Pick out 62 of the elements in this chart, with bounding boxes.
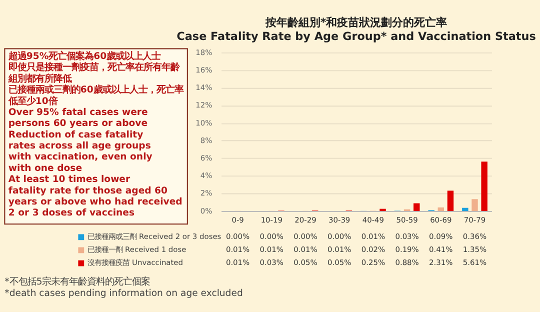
x-tick-label: 10-19 — [260, 216, 283, 225]
data-label: 0.00% — [294, 232, 318, 242]
y-tick-label: 18% — [196, 48, 212, 57]
bar — [414, 203, 420, 212]
x-tick-label: 60-69 — [430, 216, 452, 225]
data-label: 1.35% — [462, 245, 487, 254]
data-label: 0.03% — [260, 258, 284, 268]
bar — [438, 207, 444, 212]
legend-label: 已接種一劑 Received 1 dose — [88, 245, 187, 254]
legend-label: 已接種兩或三劑 Received 2 or 3 doses — [88, 232, 222, 242]
bar — [447, 190, 454, 212]
chart-title: 按年齡組別*和疫苗狀況劃分的死亡率 — [264, 16, 448, 29]
data-label: 0.05% — [294, 258, 318, 268]
text: 已接種兩或三劑的60歲或以上人士，死亡率低至少10倍 — [7, 84, 184, 107]
x-tick-label: 30-39 — [328, 216, 350, 225]
data-label: 0.01% — [226, 245, 250, 254]
y-tick-label: 16% — [196, 65, 212, 74]
text: *不包括5宗未有年齡資料的死亡個案 — [4, 276, 150, 288]
data-label: 0.88% — [395, 258, 419, 268]
y-tick-label: 10% — [196, 118, 212, 128]
text: 超過95%死亡個案為60歲或以上人士 — [7, 50, 161, 62]
data-label: 0.00% — [260, 232, 284, 242]
text: *death cases pending information on age excluded — [4, 288, 243, 299]
data-label: 0.01% — [226, 258, 250, 268]
x-tick-label: 20-29 — [294, 216, 317, 225]
bar — [472, 199, 478, 212]
y-tick-label: 12% — [196, 100, 212, 110]
x-tick-label: 70-79 — [464, 216, 486, 225]
bar — [462, 208, 468, 212]
data-label: 0.25% — [361, 258, 386, 268]
bar — [481, 162, 488, 212]
text: Reduction of case fatality rates across all age groups with vaccination, even only with one dose — [8, 129, 152, 174]
data-label: 0.00% — [328, 232, 352, 242]
data-label: 0.41% — [429, 245, 453, 254]
text: At least 10 times lower fatality rate for those aged 60 years or above who had received 2 or 3 doses of vaccines — [8, 174, 182, 219]
y-tick-label: 14% — [196, 83, 212, 92]
data-label: 0.36% — [462, 232, 487, 242]
data-label: 0.03% — [395, 232, 419, 242]
x-tick-label: 0-9 — [232, 216, 244, 225]
data-label: 0.19% — [395, 245, 419, 254]
y-tick-label: 2% — [200, 188, 212, 198]
y-tick-label: 6% — [200, 154, 212, 163]
y-tick-label: 8% — [200, 136, 212, 145]
x-tick-label: 50-59 — [396, 216, 418, 225]
data-label: 0.01% — [361, 232, 386, 242]
chart-subtitle: Case Fatality Rate by Age Group* and Vaccination Status — [176, 30, 536, 43]
data-label: 5.61% — [462, 258, 487, 268]
bar — [380, 208, 386, 212]
y-tick-label: 4% — [200, 171, 212, 180]
data-label: 0.00% — [226, 232, 250, 242]
data-label: 0.09% — [429, 232, 453, 242]
data-label: 0.01% — [328, 245, 352, 254]
y-tick-label: 0% — [200, 206, 212, 216]
data-label: 0.05% — [328, 258, 352, 268]
data-label: 0.01% — [260, 245, 284, 254]
data-label: 0.01% — [294, 245, 318, 254]
legend-label: 沒有接種疫苗 Unvaccinated — [88, 258, 184, 268]
text: 即使只是接種一劑疫苗，死亡率在所有年齡組別都有所降低 — [7, 62, 180, 84]
data-label: 0.02% — [361, 245, 386, 254]
x-tick-label: 40-49 — [362, 216, 384, 225]
data-label: 2.31% — [429, 258, 453, 268]
text: Over 95% fatal cases were persons 60 years or above — [8, 106, 148, 130]
